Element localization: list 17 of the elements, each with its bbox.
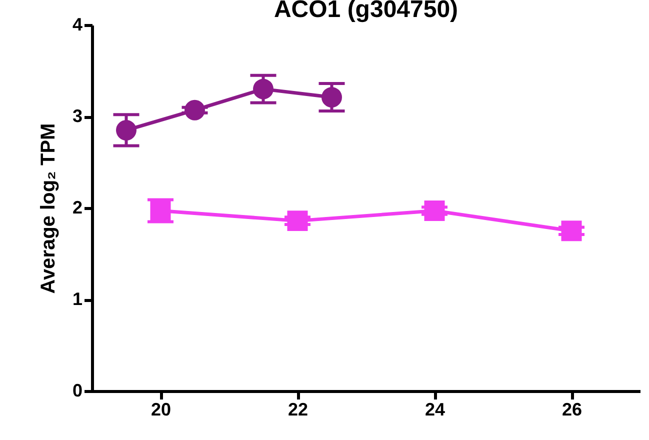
point [561,220,582,242]
point [322,87,342,108]
y-tick-label: 0 [72,380,82,400]
y-tick-label: 4 [72,14,82,34]
x-tick-label: 24 [424,400,446,420]
point [253,78,274,100]
point [116,120,136,140]
y-axis-title: Average log₂ TPM [37,123,60,294]
point [287,210,308,232]
y-tick-label: 2 [72,198,82,218]
y-tick-label: 3 [72,106,82,126]
x-tick-label: 22 [288,400,308,420]
x-tick-label: 26 [562,400,582,420]
y-tick-label: 1 [72,289,82,309]
x-tick-label: 20 [150,400,172,420]
point [424,200,445,221]
point [184,100,205,120]
